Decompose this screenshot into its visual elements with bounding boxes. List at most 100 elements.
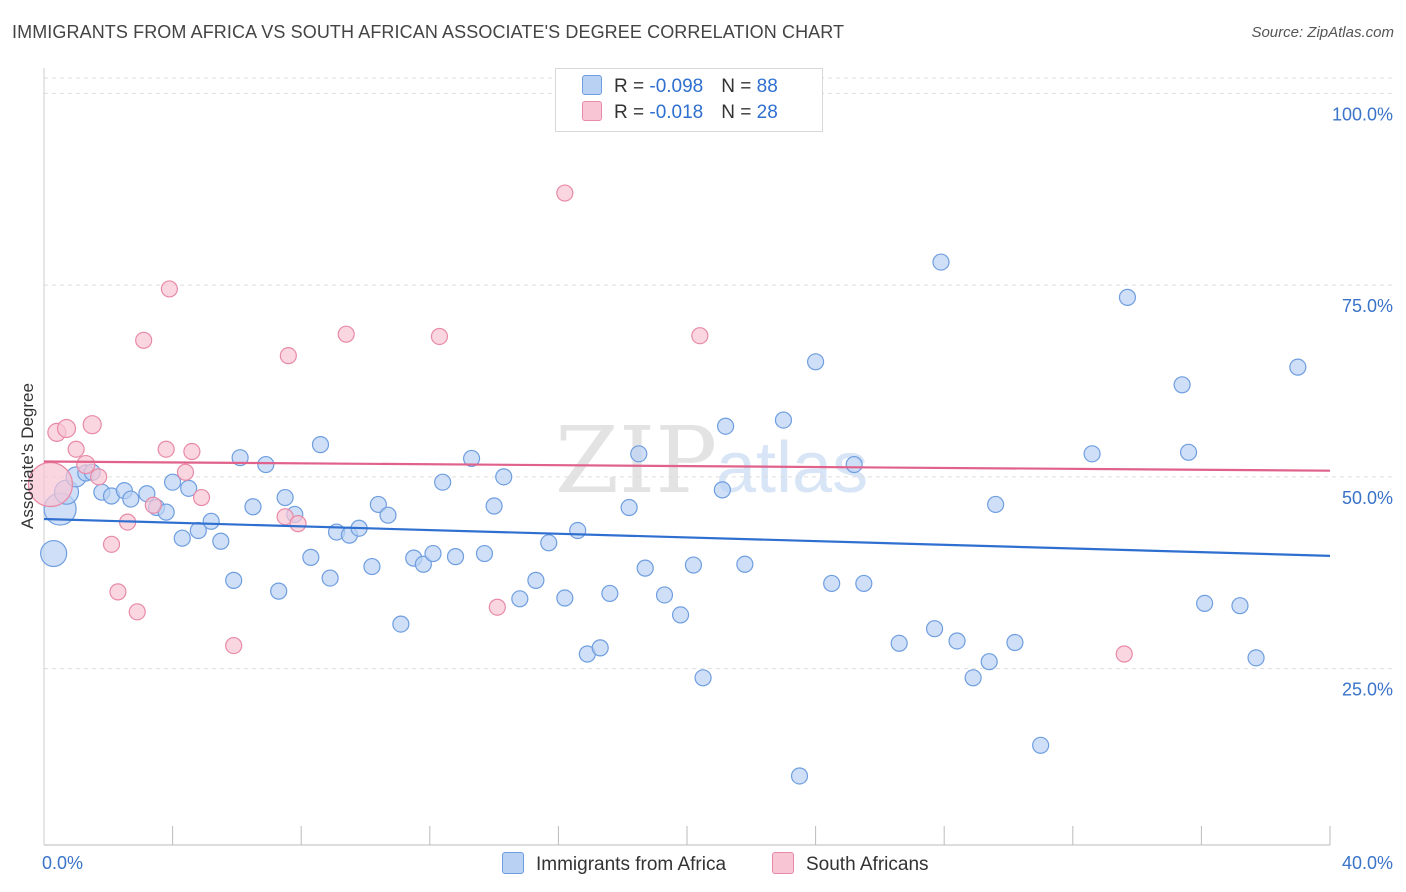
series-south-africans [27, 184, 1133, 663]
bottom-legend-blue: Immigrants from Africa [502, 852, 726, 876]
legend-swatch-pink [582, 101, 602, 121]
chart-title: IMMIGRANTS FROM AFRICA VS SOUTH AFRICAN … [12, 22, 845, 42]
point-immigrants-from-africa [392, 615, 410, 633]
point-immigrants-from-africa [231, 449, 249, 467]
point-immigrants-from-africa [495, 468, 513, 486]
point-immigrants-from-africa [244, 498, 262, 516]
point-immigrants-from-africa [1006, 633, 1024, 652]
point-immigrants-from-africa [212, 532, 230, 550]
point-immigrants-from-africa [987, 495, 1005, 514]
grid-lines [44, 77, 1392, 670]
point-immigrants-from-africa [1231, 597, 1249, 615]
y-tick-label: 75.0% [1342, 296, 1393, 316]
point-south-africans [67, 440, 85, 458]
point-south-africans [337, 325, 355, 343]
legend-row-blue: R = -0.098 N = 88 [582, 75, 778, 99]
point-south-africans [176, 463, 195, 481]
y-axis-label: Associate's Degree [18, 383, 37, 529]
point-immigrants-from-africa [591, 639, 609, 657]
point-immigrants-from-africa [569, 521, 587, 540]
bottom-legend-swatch-pink [772, 852, 794, 874]
legend: R = -0.098 N = 88 R = -0.018 N = 28 [555, 68, 823, 132]
point-immigrants-from-africa [1118, 288, 1137, 306]
point-immigrants-from-africa [321, 569, 339, 587]
point-south-africans [192, 488, 211, 507]
point-immigrants-from-africa [1083, 445, 1101, 463]
point-south-africans [82, 415, 102, 435]
bottom-legend-pink: South Africans [772, 852, 929, 876]
point-immigrants-from-africa [462, 449, 481, 468]
x-tick-label: 40.0% [1342, 853, 1393, 873]
point-immigrants-from-africa [527, 571, 545, 589]
legend-r-value: -0.018 [649, 102, 704, 123]
point-immigrants-from-africa [823, 574, 841, 593]
axes [43, 68, 1331, 846]
point-south-africans [157, 440, 175, 458]
point-immigrants-from-africa [890, 634, 908, 652]
point-immigrants-from-africa [311, 436, 330, 454]
tick-labels: 25.0% 50.0% 75.0% 100.0% 0.0% 40.0% [42, 104, 1393, 873]
point-immigrants-from-africa [845, 455, 863, 474]
point-immigrants-from-africa [736, 555, 754, 573]
point-immigrants-from-africa [475, 544, 494, 563]
point-immigrants-from-africa [446, 548, 465, 566]
point-immigrants-from-africa [948, 632, 966, 650]
series-immigrants-from-africa [40, 253, 1307, 785]
point-south-africans [1115, 645, 1133, 663]
point-immigrants-from-africa [511, 590, 529, 608]
point-south-africans [289, 515, 307, 533]
point-immigrants-from-africa [369, 495, 387, 514]
legend-swatch-blue [582, 75, 602, 95]
trend-lines [43, 460, 1331, 557]
point-immigrants-from-africa [855, 574, 873, 593]
point-immigrants-from-africa [636, 559, 654, 577]
point-south-africans [109, 583, 127, 601]
point-south-africans [128, 603, 146, 621]
point-immigrants-from-africa [540, 534, 558, 552]
point-immigrants-from-africa [980, 653, 998, 671]
bottom-legend-swatch-blue [502, 852, 524, 874]
point-immigrants-from-africa [302, 548, 320, 566]
trend-line-south-africans [43, 460, 1331, 472]
point-immigrants-from-africa [1196, 594, 1214, 612]
point-immigrants-from-africa [925, 620, 944, 638]
point-immigrants-from-africa [1289, 358, 1307, 376]
point-south-africans [76, 454, 96, 475]
point-immigrants-from-africa [601, 584, 619, 603]
point-immigrants-from-africa [379, 506, 397, 524]
point-south-africans [56, 418, 77, 439]
point-south-africans [691, 327, 709, 345]
point-immigrants-from-africa [414, 555, 432, 573]
y-tick-label: 25.0% [1342, 680, 1393, 700]
bottom-legend-label-pink: South Africans [806, 854, 929, 875]
point-immigrants-from-africa [671, 606, 690, 624]
x-tick-label: 0.0% [42, 853, 83, 873]
point-south-africans [556, 184, 574, 202]
legend-n-value: 28 [756, 102, 778, 123]
legend-n-label: N = [721, 76, 757, 97]
legend-n-label: N = [721, 102, 757, 123]
point-immigrants-from-africa [1032, 736, 1050, 754]
legend-n-value: 88 [756, 76, 778, 97]
legend-r-value: -0.098 [649, 76, 704, 97]
watermark: ZIP atlas [555, 407, 868, 514]
point-immigrants-from-africa [964, 669, 982, 687]
point-immigrants-from-africa [932, 253, 950, 271]
point-immigrants-from-africa [363, 557, 381, 576]
point-immigrants-from-africa [434, 473, 452, 491]
point-south-africans [144, 496, 162, 514]
point-south-africans [430, 327, 449, 346]
point-immigrants-from-africa [556, 589, 574, 607]
point-immigrants-from-africa [257, 455, 275, 474]
point-immigrants-from-africa [276, 488, 294, 507]
point-south-africans [160, 280, 178, 298]
point-immigrants-from-africa [716, 417, 735, 435]
legend-r-label: R = [614, 102, 650, 123]
point-south-africans [183, 442, 201, 461]
trend-line-immigrants-from-africa [43, 517, 1331, 557]
point-immigrants-from-africa [655, 586, 674, 604]
point-immigrants-from-africa [485, 497, 503, 515]
point-immigrants-from-africa [164, 473, 182, 491]
point-immigrants-from-africa [173, 529, 191, 547]
